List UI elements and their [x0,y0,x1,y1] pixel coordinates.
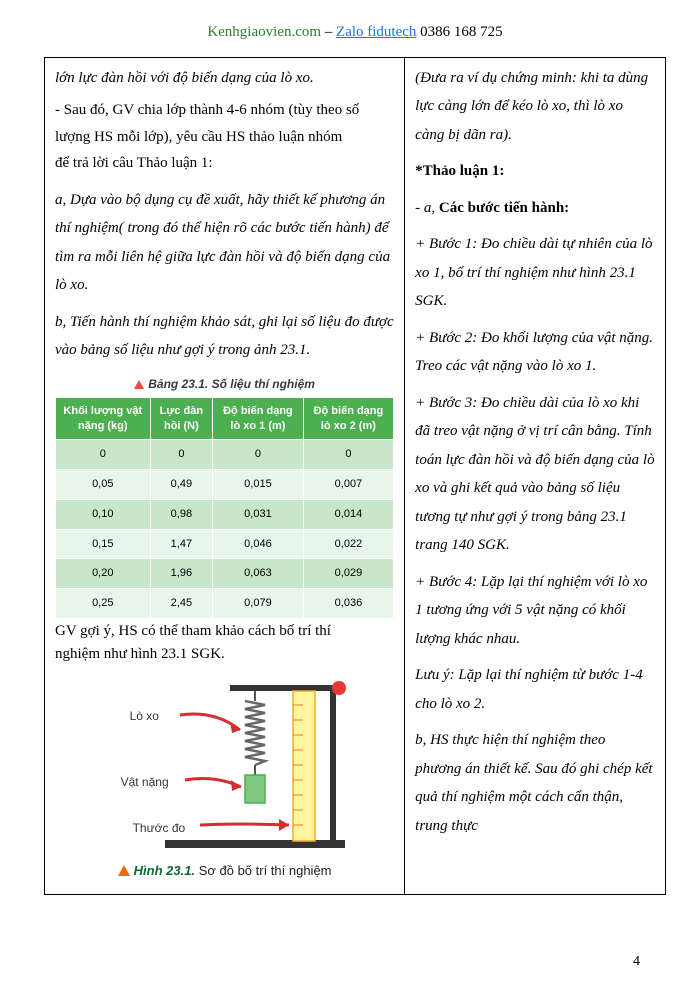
page-header: Kenhgiaovien.com – Zalo fidutech 0386 16… [44,18,666,47]
right-b-part: b, HS thực hiện thí nghiệm theo phương á… [415,726,655,840]
left-line: - Sau đó, GV chia lớp thành 4-6 nhóm (tù… [55,96,394,125]
diagram-label-weight: Vật nặng [121,771,169,794]
right-column: (Đưa ra ví dụ chứng minh: khi ta dùng lự… [405,57,666,894]
data-table-cell: 0,036 [303,589,394,619]
triangle-icon [134,380,144,389]
left-a-part: a, Dựa vào bộ dụng cụ đề xuất, hãy thiết… [55,186,394,300]
data-table-cell: 0,014 [303,499,394,529]
zalo-link[interactable]: Zalo fidutech [336,24,416,40]
triangle-icon [118,865,130,876]
data-table-row: 0,100,980,0310,014 [56,499,394,529]
page-number: 4 [633,949,640,976]
left-column: lớn lực đàn hồi với độ biến dạng của lò … [45,57,405,894]
data-table-cell: 0,031 [213,499,303,529]
step-1: + Bước 1: Đo chiều dài tự nhiên của lò x… [415,230,655,316]
data-table-cell: 0,063 [213,559,303,589]
data-table-row: 0,201,960,0630,029 [56,559,394,589]
data-table-header: Độ biến dạng lò xo 2 (m) [303,398,394,440]
left-line: để trả lời câu Thảo luận 1: [55,149,394,178]
data-table-cell: 0,25 [56,589,151,619]
data-table-cell: 1,47 [150,529,213,559]
data-table-cell: 0 [303,439,394,469]
data-table-cell: 1,96 [150,559,213,589]
left-line: lượng HS mỗi lớp), yêu cầu HS thảo luận … [55,123,394,152]
main-content-table: lớn lực đàn hồi với độ biến dạng của lò … [44,57,666,895]
data-table-cell: 0 [150,439,213,469]
data-table-header: Lực đàn hồi (N) [150,398,213,440]
diagram-label-spring: Lò xo [130,705,159,728]
data-table-caption: Bảng 23.1. Số liệu thí nghiệm [55,373,394,396]
data-table-row: 0,151,470,0460,022 [56,529,394,559]
experiment-data-table: Khối lượng vật nặng (kg)Lực đàn hồi (N)Đ… [55,397,394,619]
site-name: Kenhgiaovien.com [207,24,321,40]
steps-heading: - a, Các bước tiến hành: [415,194,655,223]
data-table-cell: 0,046 [213,529,303,559]
step-3: + Bước 3: Đo chiều dài của lò xo khi đã … [415,389,655,560]
data-table-cell: 0,49 [150,469,213,499]
data-table-row: 0000 [56,439,394,469]
header-phone: 0386 168 725 [420,24,503,40]
experiment-diagram: Lò xo Vật nặng Thước đo [85,675,365,855]
data-table-cell: 0,05 [56,469,151,499]
data-table-cell: 0,015 [213,469,303,499]
after-table-line: nghiệm như hình 23.1 SGK. [55,644,394,665]
data-table-cell: 0,022 [303,529,394,559]
data-table-cell: 0 [213,439,303,469]
data-table-header: Khối lượng vật nặng (kg) [56,398,151,440]
data-table-cell: 0,15 [56,529,151,559]
figure-caption: Hình 23.1. Sơ đồ bố trí thí nghiệm [55,859,394,884]
header-separator: – [325,24,333,40]
step-4: + Bước 4: Lặp lại thí nghiệm với lò xo 1… [415,568,655,654]
right-intro: (Đưa ra ví dụ chứng minh: khi ta dùng lự… [415,64,655,150]
data-table-cell: 0,98 [150,499,213,529]
after-table-line: GV gợi ý, HS có thể tham khảo cách bố tr… [55,621,394,642]
data-table-cell: 0 [56,439,151,469]
data-table-cell: 0,007 [303,469,394,499]
diagram-label-ruler: Thước đo [133,817,186,840]
left-b-part: b, Tiến hành thí nghiệm khảo sát, ghi lạ… [55,308,394,365]
data-table-cell: 0,20 [56,559,151,589]
data-table-cell: 0,079 [213,589,303,619]
step-2: + Bước 2: Đo khối lượng của vật nặng. Tr… [415,324,655,381]
discussion-title: *Thảo luận 1: [415,157,655,186]
data-table-row: 0,050,490,0150,007 [56,469,394,499]
data-table-cell: 0,10 [56,499,151,529]
data-table-row: 0,252,450,0790,036 [56,589,394,619]
data-table-cell: 0,029 [303,559,394,589]
data-table-cell: 2,45 [150,589,213,619]
data-table-header: Độ biến dạng lò xo 1 (m) [213,398,303,440]
note: Lưu ý: Lặp lại thí nghiệm từ bước 1-4 ch… [415,661,655,718]
left-line: lớn lực đàn hồi với độ biến dạng của lò … [55,64,394,93]
